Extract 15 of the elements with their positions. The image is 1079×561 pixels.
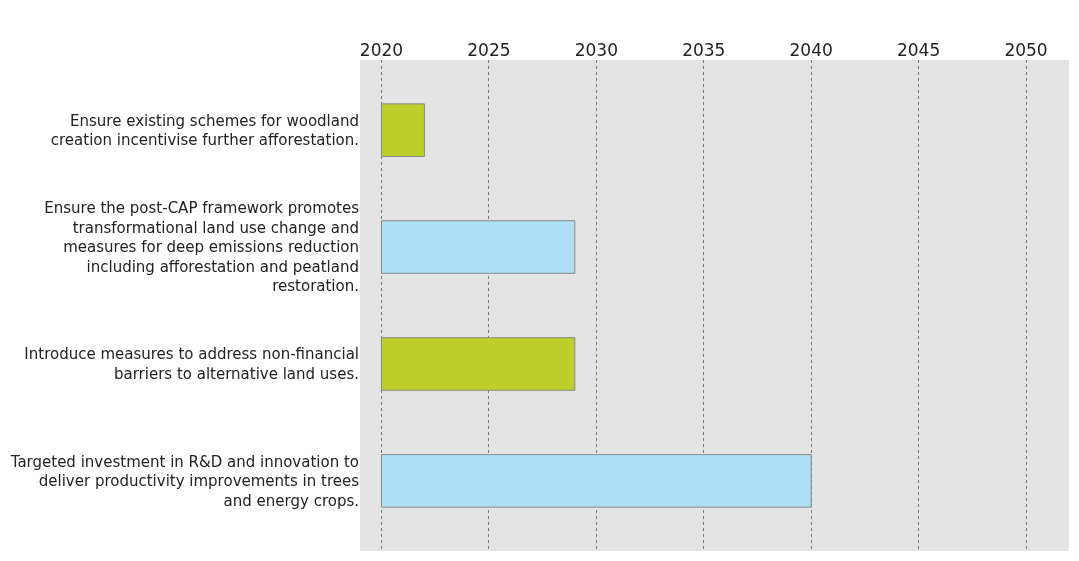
x-tick-label: 2035 <box>682 39 726 60</box>
bar <box>380 337 576 391</box>
y-tick-label: Ensure existing schemes for woodland creation incentivise further afforestation. <box>50 111 359 150</box>
bar <box>380 454 812 508</box>
x-tick-label: 2040 <box>789 39 833 60</box>
y-tick-label: Ensure the post-CAP framework promotes transformational land use change and measures for deep emissions reduction including afforestation and peatland restoration. <box>44 199 360 296</box>
x-tick-label: 2045 <box>896 39 941 60</box>
x-tick-label: 2050 <box>1004 39 1048 60</box>
y-tick-label: Introduce measures to address non-financial barriers to alternative land uses. <box>24 345 359 383</box>
bar <box>380 220 576 274</box>
x-tick-label: 2025 <box>467 39 511 60</box>
x-tick-label: 2020 <box>359 39 404 60</box>
y-tick-label: Targeted investment in R&D and innovation to deliver productivity improvements in trees and energy crops. <box>9 452 360 510</box>
bar <box>380 103 425 157</box>
x-tick-label: 2030 <box>574 39 618 60</box>
